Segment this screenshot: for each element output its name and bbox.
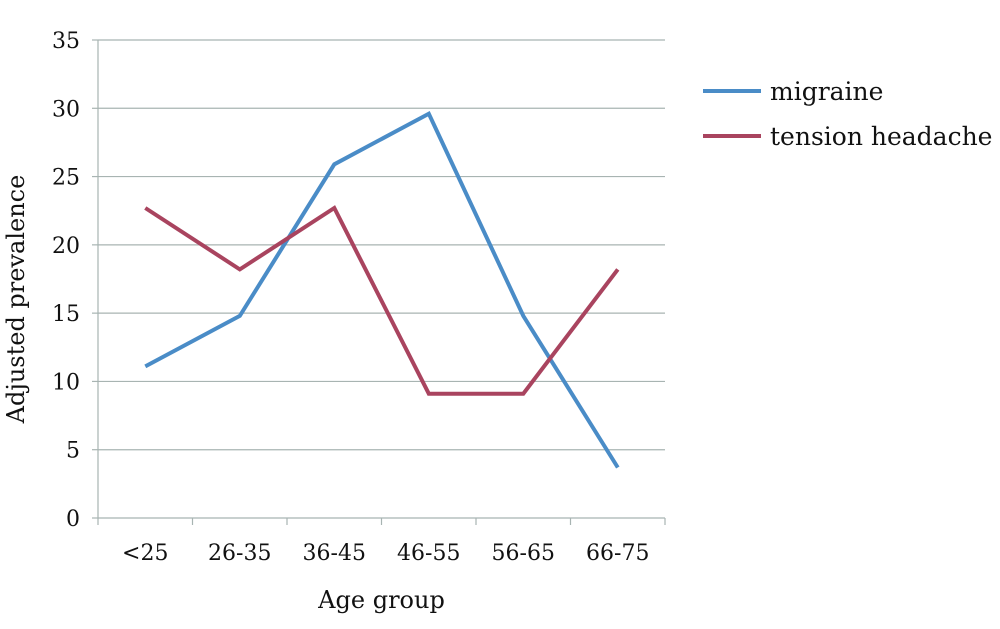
x-tick-label: 26-35 (208, 541, 271, 566)
y-tick-label: 25 (52, 166, 80, 191)
y-tick-label: 35 (52, 29, 80, 54)
y-tick-label: 0 (66, 507, 80, 532)
x-tick-label: <25 (122, 541, 168, 566)
y-tick-label: 10 (52, 370, 80, 395)
x-tick-label: 36-45 (303, 541, 366, 566)
y-tick-label: 20 (52, 234, 80, 259)
x-axis-title: Age group (317, 586, 445, 614)
series-lines (144, 110, 620, 469)
y-axis-title: Adjusted prevalence (2, 175, 30, 425)
y-tick-label: 30 (52, 97, 80, 122)
x-tick-label: 46-55 (397, 541, 460, 566)
axes (92, 39, 666, 525)
legend-item: tension headache (703, 122, 992, 151)
y-tick-label: 15 (52, 302, 80, 327)
y-tick-labels: 0 5 10 15 20 25 30 35 (52, 29, 80, 532)
gridlines (98, 39, 665, 451)
legend-label: tension headache (770, 122, 992, 151)
legend-item: migraine (703, 77, 883, 106)
x-tick-labels: <25 26-35 36-45 46-55 56-65 66-75 (122, 541, 649, 566)
x-tick-label: 66-75 (586, 541, 649, 566)
series-line-migraine (144, 110, 620, 469)
x-tick-label: 56-65 (492, 541, 555, 566)
series-line-tension-headache (144, 205, 620, 396)
y-tick-label: 5 (66, 439, 80, 464)
legend: migraine tension headache (703, 77, 992, 151)
legend-label: migraine (770, 77, 883, 106)
